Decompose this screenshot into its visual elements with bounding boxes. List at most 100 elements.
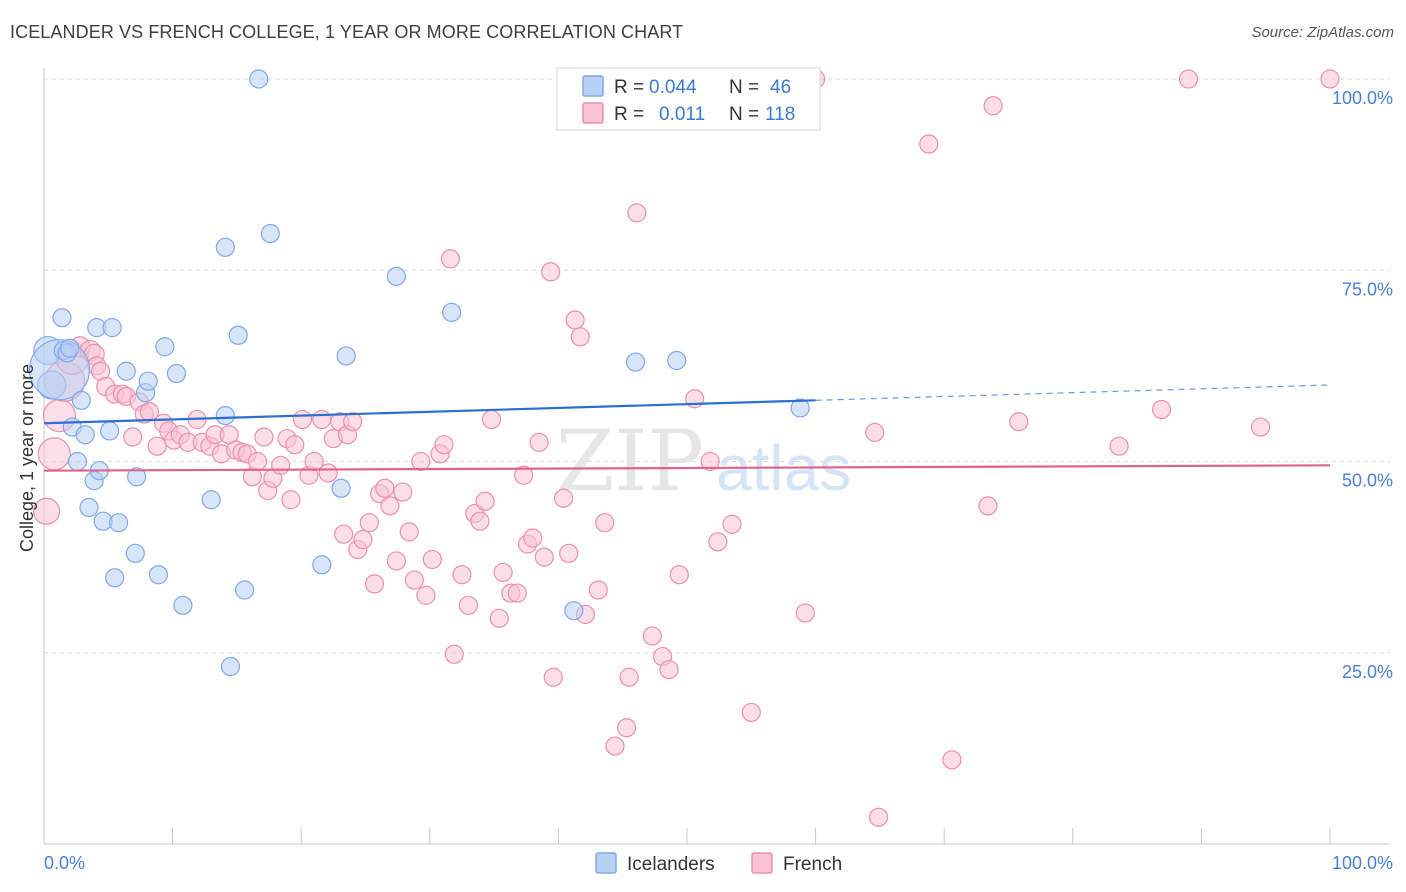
french-point <box>942 750 962 770</box>
legend-icelanders-label: Icelanders <box>627 854 715 875</box>
french-point <box>659 659 679 680</box>
french-point <box>359 513 379 533</box>
french-point <box>529 432 549 452</box>
icelanders-point <box>60 338 80 358</box>
french-point <box>978 496 998 516</box>
french-point <box>318 463 338 483</box>
icelanders-point <box>126 467 147 487</box>
grid-lines <box>44 78 1390 654</box>
icelanders-point <box>215 237 235 257</box>
french-point <box>795 603 815 623</box>
french-point <box>1109 436 1129 456</box>
icelanders-point <box>215 406 235 426</box>
french-point <box>123 427 143 447</box>
series-legend: Icelanders French <box>595 852 842 875</box>
french-point <box>475 491 495 511</box>
french-point <box>595 513 615 533</box>
french-point <box>353 529 373 550</box>
french-point <box>364 574 385 594</box>
n-label-french: N = <box>729 104 759 125</box>
icelanders-point <box>336 346 356 366</box>
icelanders-point <box>105 568 125 588</box>
french-point <box>559 543 579 563</box>
french-point <box>470 511 490 531</box>
icelanders-point <box>667 350 687 371</box>
french-point <box>616 718 637 738</box>
french-point <box>1320 69 1340 89</box>
x-tick-label: 100.0% <box>1332 853 1393 873</box>
french-point <box>565 310 585 330</box>
french-point <box>619 667 639 687</box>
source-label: Source: ZipAtlas.com <box>1251 24 1394 41</box>
french-point <box>254 427 274 447</box>
french-point <box>523 528 543 548</box>
y-axis-title: College, 1 year or more <box>17 364 37 552</box>
icelanders-point <box>155 337 175 357</box>
icelanders-point <box>79 497 99 517</box>
icelanders-point <box>312 555 332 575</box>
french-points <box>32 69 1340 827</box>
french-point <box>334 524 354 544</box>
icelanders-point <box>125 543 145 563</box>
french-point <box>865 422 885 443</box>
french-point <box>481 409 502 430</box>
french-point <box>642 626 662 646</box>
french-swatch <box>582 102 604 124</box>
icelanders-point <box>75 425 95 445</box>
french-point <box>285 435 305 455</box>
french-point <box>570 327 590 347</box>
french-point <box>416 585 436 605</box>
french-point <box>700 451 720 472</box>
icelanders-point <box>790 398 810 418</box>
y-tick-label: 75.0% <box>1342 279 1393 299</box>
icelanders-point <box>67 451 88 472</box>
r-value-french: 0.011 <box>659 104 705 125</box>
french-point <box>404 570 424 590</box>
french-point <box>541 262 561 282</box>
x-tick-label: 0.0% <box>44 853 85 873</box>
french-point <box>399 522 419 542</box>
french-point <box>627 203 647 223</box>
r-label-french: R = <box>614 104 644 125</box>
french-point <box>411 451 431 472</box>
watermark-zip: ZIP <box>556 412 704 510</box>
legend-french-label: French <box>783 854 842 875</box>
french-point <box>493 562 513 583</box>
legend-french-swatch <box>751 852 773 874</box>
icelanders-trend-line <box>43 399 816 425</box>
french-point <box>312 409 332 430</box>
french-point <box>741 702 761 723</box>
french-point <box>553 488 574 508</box>
french-point <box>422 549 442 570</box>
french-point <box>444 644 464 664</box>
french-point <box>919 134 939 154</box>
icelanders-point <box>99 421 120 441</box>
french-point <box>708 532 728 552</box>
french-point <box>669 565 689 585</box>
french-point <box>147 436 167 456</box>
french-point <box>514 465 534 485</box>
r-value-icelanders: 0.044 <box>649 77 697 98</box>
french-trend-line <box>43 464 1331 472</box>
french-point <box>534 547 554 567</box>
french-point <box>543 667 563 687</box>
icelanders-point <box>625 352 646 372</box>
icelanders-point <box>108 513 129 533</box>
french-point <box>386 551 406 571</box>
french-point <box>1178 69 1199 89</box>
icelanders-point <box>71 390 91 410</box>
n-value-french: 118 <box>765 104 795 125</box>
french-point <box>983 96 1003 116</box>
icelanders-point <box>235 580 255 600</box>
icelanders-point <box>52 308 72 328</box>
icelanders-point <box>564 601 584 621</box>
icelanders-points <box>28 69 810 677</box>
french-point <box>434 435 454 455</box>
french-point <box>375 478 395 498</box>
icelanders-point <box>116 361 136 381</box>
y-tick-label: 50.0% <box>1342 471 1393 491</box>
icelanders-swatch <box>582 75 604 97</box>
icelanders-point <box>102 318 122 338</box>
chart-title: ICELANDER VS FRENCH COLLEGE, 1 YEAR OR M… <box>10 22 684 42</box>
